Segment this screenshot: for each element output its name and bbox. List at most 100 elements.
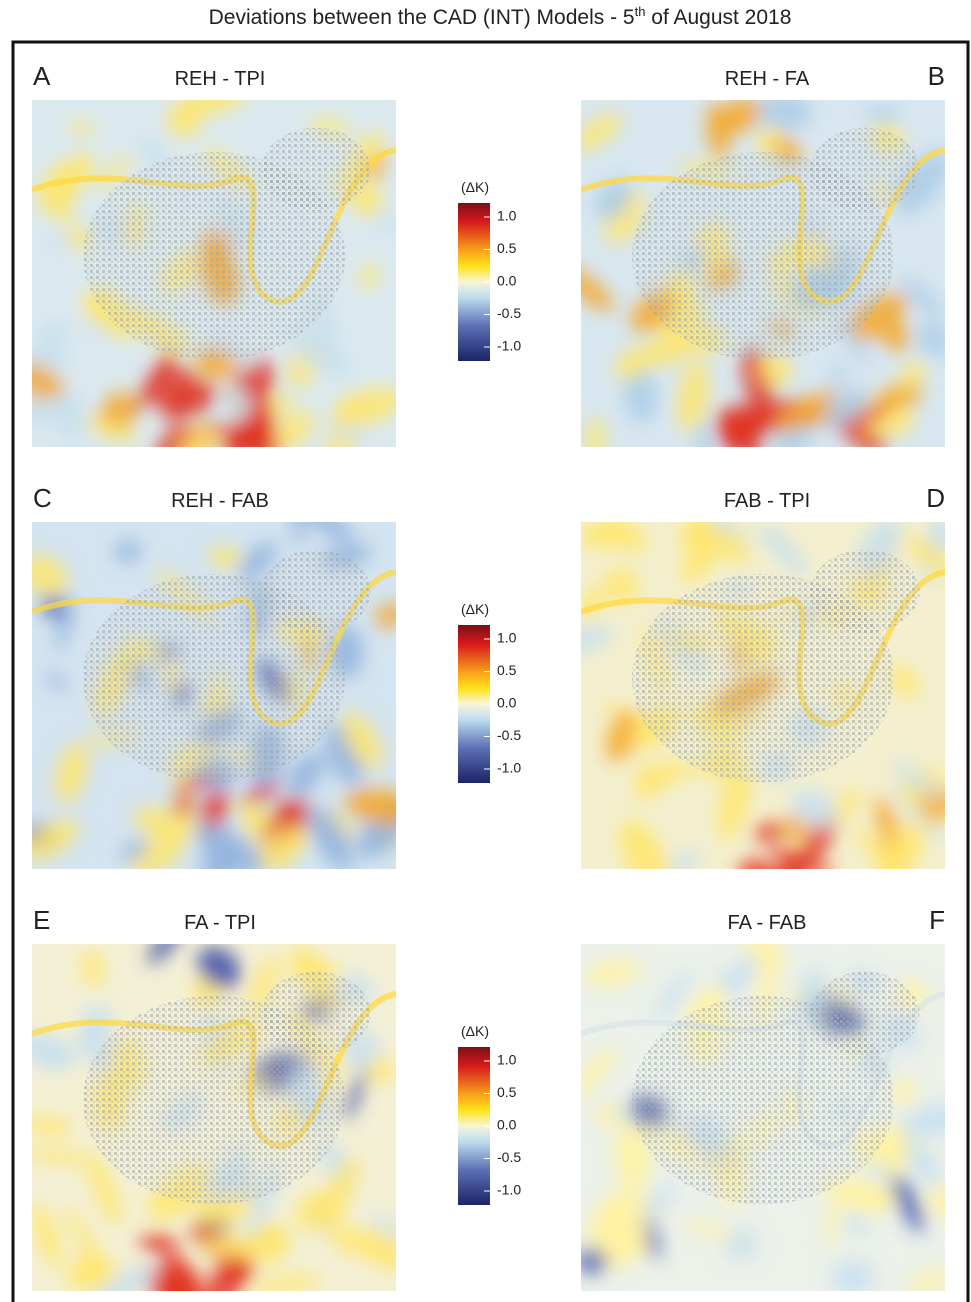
- panel-letter: E: [33, 905, 50, 935]
- map-blob: [32, 1032, 73, 1067]
- map-blob: [159, 390, 189, 421]
- map-blob: [889, 1167, 925, 1233]
- map-blob: [893, 760, 945, 802]
- map-blob: [743, 944, 786, 973]
- map-blob: [615, 347, 650, 381]
- panel-label: FA - TPI: [184, 912, 256, 934]
- panel-letter: A: [33, 61, 51, 91]
- colorbar-label: (ΔK): [461, 601, 489, 617]
- map-panel: [32, 100, 396, 447]
- colorbar-tick-label: 0.5: [497, 662, 517, 678]
- title-text: Deviations between the CAD (INT) Models …: [209, 6, 635, 29]
- map-blob: [287, 327, 353, 378]
- panel-label: FAB - TPI: [724, 490, 810, 512]
- map-blob: [90, 1264, 157, 1291]
- map-blob: [606, 710, 638, 763]
- map-blob: [308, 806, 354, 869]
- map-blob: [343, 1068, 367, 1122]
- map-blob: [882, 323, 911, 352]
- colorbar-tick-label: 1.0: [497, 1052, 517, 1068]
- panel-letter: C: [33, 483, 52, 513]
- map-blob: [197, 946, 241, 989]
- map-blob: [669, 852, 700, 869]
- map-blob: [603, 567, 639, 603]
- map-blob: [82, 949, 104, 988]
- map-panel: [581, 100, 945, 447]
- panel-label: REH - FA: [725, 68, 810, 90]
- colorbar-tick-label: 0.0: [497, 695, 517, 711]
- map-blob: [86, 1152, 122, 1227]
- map-blob: [248, 955, 278, 1016]
- title-superscript: th: [635, 4, 646, 19]
- map-blob: [330, 424, 367, 440]
- map-blob: [791, 789, 838, 828]
- map-blob: [130, 835, 185, 869]
- map-blob: [55, 743, 88, 804]
- map-blob: [365, 1058, 396, 1083]
- map-blob: [717, 764, 752, 841]
- map-blob: [898, 1102, 945, 1138]
- map-blob: [802, 814, 837, 863]
- map-blob: [92, 154, 134, 191]
- map-blob: [900, 1028, 924, 1054]
- map-blob: [308, 118, 352, 136]
- map-blob: [357, 801, 396, 858]
- map-blob: [170, 367, 194, 392]
- map-blob: [581, 1248, 608, 1275]
- panel-label: FA - FAB: [728, 912, 807, 934]
- panel-letter: B: [928, 61, 945, 91]
- map-blob: [147, 944, 182, 965]
- map-urban: [82, 574, 346, 783]
- map-blob: [262, 430, 281, 447]
- map-blob: [736, 956, 759, 979]
- map-blob: [115, 540, 141, 563]
- map-panel: [32, 522, 396, 869]
- map-blob: [145, 1266, 184, 1291]
- map-blob: [120, 840, 148, 861]
- colorbar-label: (ΔK): [461, 179, 489, 195]
- map-blob: [344, 788, 396, 825]
- map-blob: [713, 100, 764, 136]
- map-blob: [32, 1116, 74, 1136]
- map-blob: [73, 1007, 115, 1053]
- map-blob: [758, 100, 812, 130]
- panel-label: REH - TPI: [175, 68, 266, 90]
- map-urban: [261, 971, 371, 1056]
- map-blob: [918, 322, 945, 358]
- map-blob: [173, 796, 193, 818]
- map-blob: [833, 404, 893, 430]
- panel-letter: F: [929, 905, 945, 935]
- map-blob: [165, 1268, 203, 1291]
- map-blob: [581, 264, 614, 312]
- map-blob: [68, 121, 95, 135]
- figure-title: Deviations between the CAD (INT) Models …: [209, 4, 792, 29]
- map-urban: [261, 127, 371, 212]
- map-blob: [583, 960, 642, 987]
- map-blob: [865, 106, 900, 123]
- colorbar-tick-label: 0.5: [497, 240, 517, 256]
- map-blob: [581, 1047, 619, 1103]
- map-blob: [756, 126, 781, 157]
- map-blob: [242, 781, 281, 805]
- map-blob: [753, 823, 785, 842]
- map-blob: [831, 1259, 874, 1291]
- map-blob: [199, 1234, 277, 1260]
- map-blob: [32, 820, 79, 861]
- map-blob: [595, 1102, 621, 1127]
- map-blob: [606, 1218, 644, 1246]
- map-blob: [77, 1250, 119, 1284]
- map-blob: [369, 1212, 396, 1251]
- map-urban: [810, 127, 920, 212]
- map-blob: [890, 1078, 916, 1106]
- map-urban: [631, 152, 895, 361]
- map-blob: [815, 389, 871, 429]
- map-blob: [715, 407, 762, 447]
- map-blob: [238, 541, 277, 581]
- map-blob: [719, 968, 746, 999]
- maps: [32, 100, 945, 1291]
- map-blob: [927, 1184, 945, 1218]
- map-blob: [374, 213, 396, 235]
- map-blob: [825, 1199, 843, 1247]
- map-blob: [586, 416, 605, 447]
- map-blob: [44, 672, 68, 690]
